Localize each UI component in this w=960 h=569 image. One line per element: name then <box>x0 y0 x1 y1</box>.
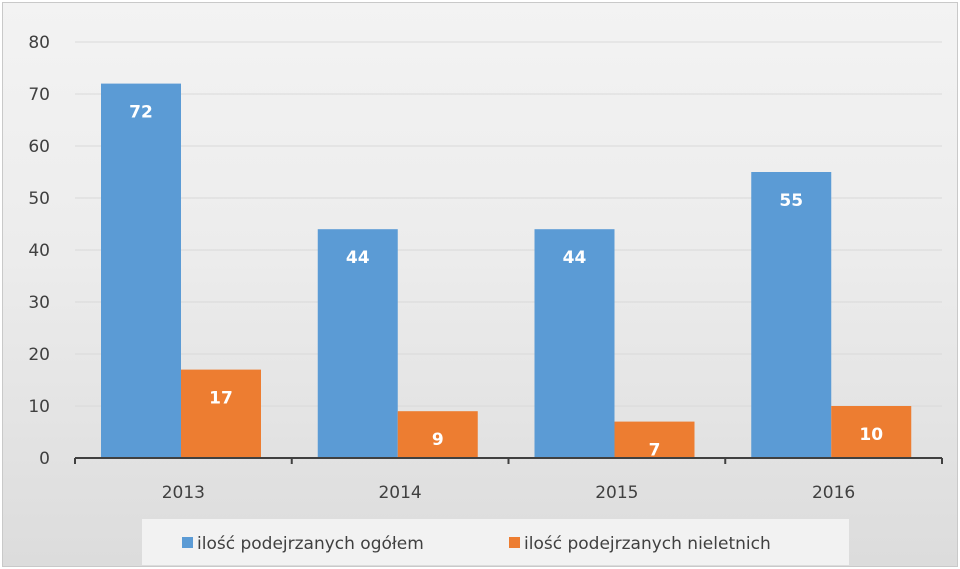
y-axis-tick-labels: 0 10 20 30 40 50 60 70 80 <box>28 33 50 469</box>
x-tick-label: 2015 <box>595 483 638 503</box>
data-label: 44 <box>346 248 370 268</box>
bar <box>101 83 181 458</box>
legend-box <box>142 519 849 565</box>
y-tick-label: 30 <box>28 293 50 313</box>
y-tick-label: 20 <box>28 345 50 365</box>
data-label: 7 <box>649 441 661 461</box>
x-tick-label: 2014 <box>378 483 421 503</box>
y-tick-label: 10 <box>28 397 50 417</box>
legend-label: ilość podejrzanych nieletnich <box>524 534 771 554</box>
legend-label: ilość podejrzanych ogółem <box>197 534 424 554</box>
bar <box>534 229 615 458</box>
data-label: 9 <box>432 430 444 450</box>
y-tick-label: 80 <box>28 33 50 53</box>
y-tick-label: 70 <box>28 85 50 105</box>
bar <box>397 411 478 458</box>
data-label: 55 <box>779 191 803 211</box>
x-tick-label: 2013 <box>162 483 205 503</box>
legend-swatch <box>509 537 520 548</box>
data-label: 72 <box>129 103 153 123</box>
bar <box>317 229 398 458</box>
legend: ilość podejrzanych ogółem ilość podejrzan… <box>142 519 849 565</box>
y-tick-label: 0 <box>39 449 50 469</box>
bar <box>751 172 832 458</box>
bars <box>101 83 912 458</box>
bar <box>181 369 261 458</box>
data-label: 44 <box>563 248 587 268</box>
y-tick-label: 60 <box>28 137 50 157</box>
legend-swatch <box>182 537 193 548</box>
data-label: 17 <box>209 389 233 409</box>
x-axis-tick-labels: 2013 2014 2015 2016 <box>162 483 856 503</box>
y-tick-label: 50 <box>28 189 50 209</box>
bar <box>614 421 695 458</box>
x-axis <box>74 457 943 464</box>
y-tick-label: 40 <box>28 241 50 261</box>
x-tick-label: 2016 <box>812 483 855 503</box>
data-labels: 72 44 44 55 17 9 7 10 <box>129 103 883 461</box>
data-label: 10 <box>859 425 883 445</box>
bar <box>831 406 912 458</box>
